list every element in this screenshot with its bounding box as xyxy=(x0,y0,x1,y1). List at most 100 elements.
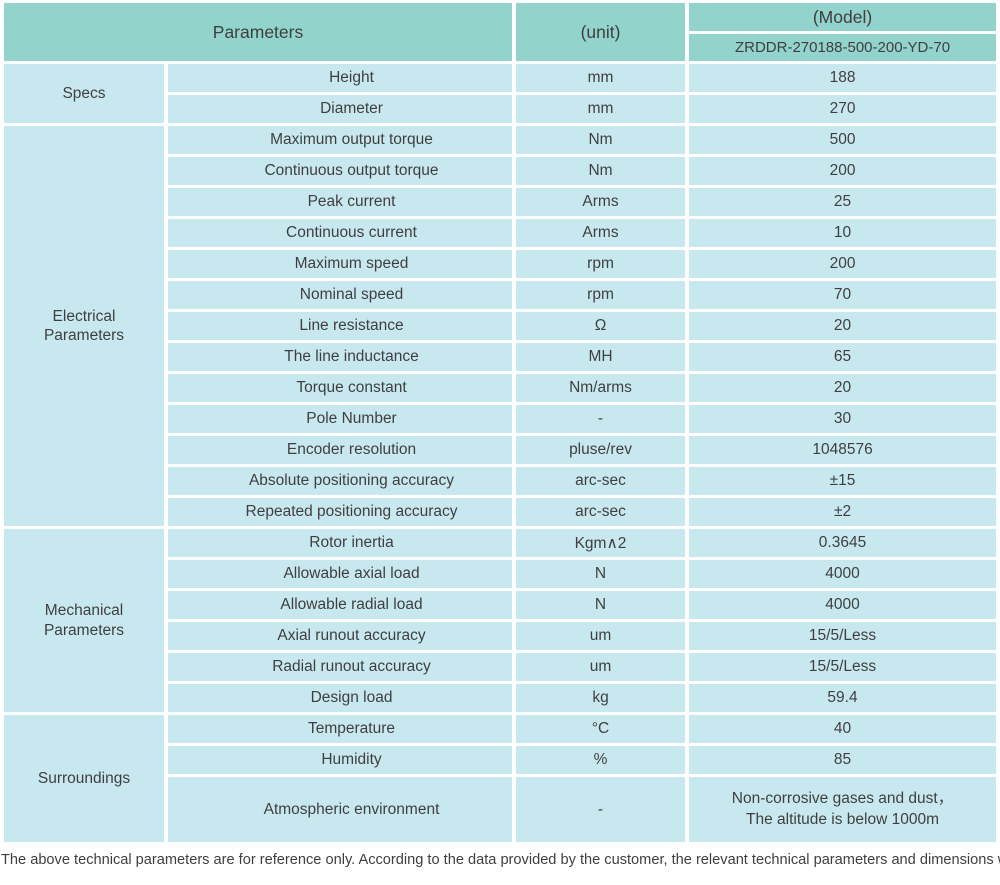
value-cell: 30 xyxy=(689,405,997,433)
table-row: Electrical Parameters Maximum output tor… xyxy=(4,126,997,526)
table-row: Continuous output torque Nm 200 xyxy=(4,157,997,185)
value-cell: 10 xyxy=(689,219,997,247)
table-row: Torque constant Nm/arms 20 xyxy=(4,374,997,402)
footer-note: The above technical parameters are for r… xyxy=(1,852,1000,868)
value-cell: 270 xyxy=(689,95,997,123)
param-name-cell: Continuous output torque xyxy=(168,157,513,185)
model-header: (Model) xyxy=(689,3,997,31)
unit-cell: Ω xyxy=(516,312,686,340)
table-row: Mechanical Parameters Rotor inertia Kgm∧… xyxy=(4,529,997,712)
table-row: Axial runout accuracy um 15/5/Less xyxy=(4,622,997,650)
value-cell: 65 xyxy=(689,343,997,371)
table-row: Peak current Arms 25 xyxy=(4,188,997,216)
unit-cell: - xyxy=(516,405,686,433)
param-name-cell: Repeated positioning accuracy xyxy=(168,498,513,526)
param-name-cell: Temperature xyxy=(168,715,513,743)
table-row: Atmospheric environment - Non-corrosive … xyxy=(4,777,997,842)
value-cell: 1048576 xyxy=(689,436,997,464)
unit-cell: N xyxy=(516,560,686,588)
param-name-cell: Allowable axial load xyxy=(168,560,513,588)
param-name-cell: Allowable radial load xyxy=(168,591,513,619)
unit-cell: Kgm∧2 xyxy=(516,529,686,557)
value-cell: 15/5/Less xyxy=(689,653,997,681)
table-row: Allowable radial load N 4000 xyxy=(4,591,997,619)
value-cell: 4000 xyxy=(689,591,997,619)
header-row-2: ZRDDR-270188-500-200-YD-70 xyxy=(4,34,997,61)
parameters-header: Parameters xyxy=(4,3,513,61)
param-name-cell: Height xyxy=(168,64,513,92)
value-cell: 0.3645 xyxy=(689,529,997,557)
value-cell: 500 xyxy=(689,126,997,154)
unit-cell: mm xyxy=(516,95,686,123)
value-cell: ±2 xyxy=(689,498,997,526)
param-name-cell: The line inductance xyxy=(168,343,513,371)
param-name-cell: Maximum output torque xyxy=(168,126,513,154)
param-name-cell: Maximum speed xyxy=(168,250,513,278)
unit-cell: rpm xyxy=(516,250,686,278)
unit-cell: Nm/arms xyxy=(516,374,686,402)
value-cell: 59.4 xyxy=(689,684,997,712)
table-row: Allowable axial load N 4000 xyxy=(4,560,997,588)
unit-cell: °C xyxy=(516,715,686,743)
unit-cell: - xyxy=(516,777,686,842)
unit-cell: MH xyxy=(516,343,686,371)
param-name-cell: Axial runout accuracy xyxy=(168,622,513,650)
value-cell: 200 xyxy=(689,157,997,185)
param-name-cell: Peak current xyxy=(168,188,513,216)
unit-cell: arc-sec xyxy=(516,498,686,526)
param-name-cell: Humidity xyxy=(168,746,513,774)
value-cell: 70 xyxy=(689,281,997,309)
param-name-cell: Diameter xyxy=(168,95,513,123)
value-cell: 200 xyxy=(689,250,997,278)
value-cell: 25 xyxy=(689,188,997,216)
value-cell: 188 xyxy=(689,64,997,92)
table-row: Diameter mm 270 xyxy=(4,95,997,123)
value-cell: 85 xyxy=(689,746,997,774)
value-cell: 40 xyxy=(689,715,997,743)
table-row: Repeated positioning accuracy arc-sec ±2 xyxy=(4,498,997,526)
value-cell: 15/5/Less xyxy=(689,622,997,650)
value-cell: 20 xyxy=(689,374,997,402)
param-name-cell: Design load xyxy=(168,684,513,712)
unit-cell: rpm xyxy=(516,281,686,309)
unit-cell: N xyxy=(516,591,686,619)
param-name-cell: Nominal speed xyxy=(168,281,513,309)
model-number: ZRDDR-270188-500-200-YD-70 xyxy=(689,34,997,61)
table-row: Design load kg 59.4 xyxy=(4,684,997,712)
group-cell-specs: Specs xyxy=(4,64,164,123)
value-cell: Non-corrosive gases and dust， The altitu… xyxy=(689,777,997,842)
table-row: Continuous current Arms 10 xyxy=(4,219,997,247)
unit-cell: um xyxy=(516,622,686,650)
param-name-cell: Line resistance xyxy=(168,312,513,340)
header-row-1: Parameters (unit) (Model) xyxy=(4,3,997,61)
group-cell-electrical: Electrical Parameters xyxy=(4,126,164,526)
table-row: Encoder resolution pluse/rev 1048576 xyxy=(4,436,997,464)
table-row: Humidity % 85 xyxy=(4,746,997,774)
param-name-cell: Atmospheric environment xyxy=(168,777,513,842)
table-row: Surroundings Temperature °C 40 xyxy=(4,715,997,842)
unit-cell: % xyxy=(516,746,686,774)
unit-cell: Nm xyxy=(516,157,686,185)
unit-cell: mm xyxy=(516,64,686,92)
group-cell-surroundings: Surroundings xyxy=(4,715,164,842)
param-name-cell: Encoder resolution xyxy=(168,436,513,464)
table-row: Line resistance Ω 20 xyxy=(4,312,997,340)
unit-cell: Arms xyxy=(516,219,686,247)
table-row: Radial runout accuracy um 15/5/Less xyxy=(4,653,997,681)
param-name-cell: Pole Number xyxy=(168,405,513,433)
unit-header: (unit) xyxy=(516,3,686,61)
table-row: Pole Number - 30 xyxy=(4,405,997,433)
unit-cell: um xyxy=(516,653,686,681)
param-name-cell: Radial runout accuracy xyxy=(168,653,513,681)
unit-cell: Arms xyxy=(516,188,686,216)
unit-cell: kg xyxy=(516,684,686,712)
spec-table: Parameters (unit) (Model) ZRDDR-270188-5… xyxy=(4,3,997,842)
group-cell-mechanical: Mechanical Parameters xyxy=(4,529,164,712)
param-name-cell: Continuous current xyxy=(168,219,513,247)
param-name-cell: Torque constant xyxy=(168,374,513,402)
table-row: Nominal speed rpm 70 xyxy=(4,281,997,309)
value-cell: 4000 xyxy=(689,560,997,588)
table-row: The line inductance MH 65 xyxy=(4,343,997,371)
unit-cell: pluse/rev xyxy=(516,436,686,464)
param-name-cell: Rotor inertia xyxy=(168,529,513,557)
